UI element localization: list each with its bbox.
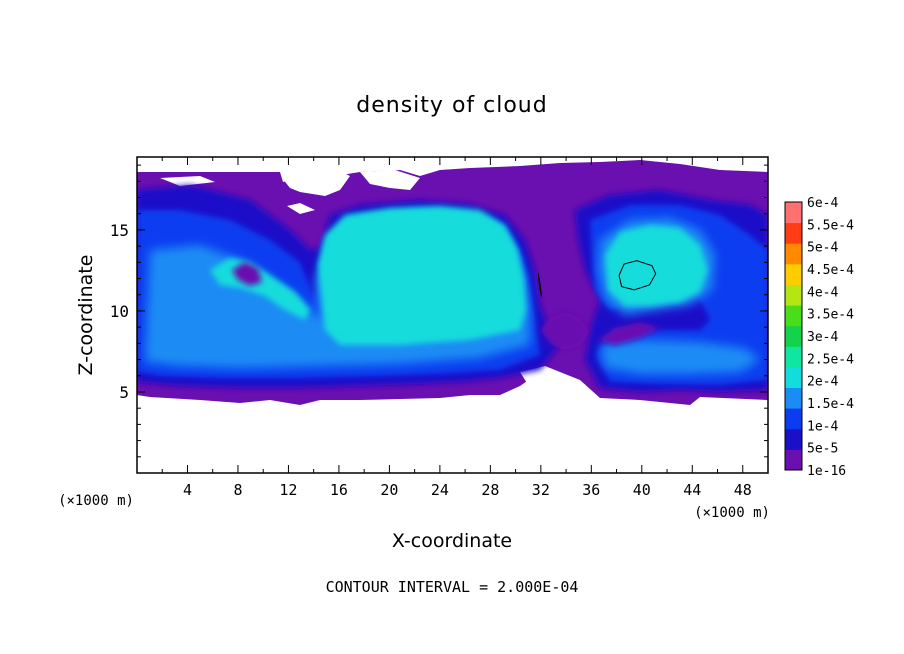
colorbar-label: 6e-4	[807, 196, 838, 211]
colorbar-swatch	[785, 387, 802, 409]
colorbar-label: 2e-4	[807, 375, 838, 390]
plot-frame	[136, 156, 769, 474]
colorbar-swatch	[785, 325, 802, 347]
colorbar-swatch	[785, 202, 802, 224]
x-tick-label: 36	[582, 481, 600, 499]
x-tick-label: 48	[734, 481, 752, 499]
clear-air-gap	[360, 170, 420, 190]
colorbar-label: 3.5e-4	[807, 308, 854, 323]
colorbar-swatch	[785, 284, 802, 306]
colorbar-swatch	[785, 263, 802, 285]
y-axis: 5 10 15	[110, 164, 768, 458]
colorbar-swatch	[785, 366, 802, 388]
colorbar-swatch	[785, 243, 802, 265]
y-tick-label: 5	[119, 383, 129, 402]
y-tick-label: 15	[110, 221, 129, 240]
light-blue-region	[600, 340, 760, 374]
x-tick-label: 40	[633, 481, 651, 499]
colorbar-swatch	[785, 449, 802, 471]
chart-title: density of cloud	[356, 93, 547, 118]
contour-line	[537, 273, 542, 297]
x-axis: 4 8 12 16 20 24 28 32 36 40 44 48	[161, 157, 752, 499]
colorbar-swatch	[785, 305, 802, 327]
colorbar-swatch	[785, 428, 802, 450]
colorbar-label: 4e-4	[807, 285, 838, 300]
contour-line	[618, 260, 657, 291]
contour-lines	[537, 260, 657, 297]
x-tick-label: 32	[532, 481, 550, 499]
x-axis-label: X-coordinate	[392, 530, 512, 552]
colorbar-label: 3e-4	[807, 330, 838, 345]
colorbar-label: 5e-5	[807, 442, 838, 457]
colorbar-label: 1e-16	[807, 464, 846, 479]
cyan-core	[318, 206, 526, 345]
colorbar-label: 5e-4	[807, 241, 838, 256]
colorbar-label: 4.5e-4	[807, 263, 854, 278]
x-tick-label: 12	[279, 481, 297, 499]
purple-swirl	[540, 312, 590, 350]
x-unit-label: (×1000 m)	[694, 505, 770, 521]
colorbar-label: 5.5e-4	[807, 218, 854, 233]
cyan-core	[605, 225, 708, 306]
purple-swirl	[598, 322, 660, 345]
density-field	[137, 160, 768, 405]
clear-air-gap	[282, 170, 350, 196]
x-tick-label: 44	[683, 481, 701, 499]
colorbar-frame	[784, 201, 803, 471]
y-axis-label: Z-coordinate	[75, 255, 97, 376]
contour-interval-note: CONTOUR INTERVAL = 2.000E-04	[326, 578, 579, 596]
colorbar-label: 1e-4	[807, 419, 838, 434]
colorbar-swatch	[785, 408, 802, 430]
x-tick-label: 20	[380, 481, 398, 499]
colorbar-swatch	[785, 222, 802, 244]
x-tick-label: 24	[431, 481, 449, 499]
x-tick-label: 4	[183, 481, 192, 499]
x-tick-label: 28	[481, 481, 499, 499]
clear-air-gap	[160, 176, 215, 186]
x-tick-label: 8	[233, 481, 242, 499]
colorbar-label: 2.5e-4	[807, 352, 854, 367]
colorbar-label: 1.5e-4	[807, 397, 854, 412]
purple-swirl	[232, 262, 262, 286]
y-unit-label: (×1000 m)	[58, 493, 134, 509]
y-tick-label: 10	[110, 302, 129, 321]
colorbar-swatch	[785, 346, 802, 368]
clear-air-gap	[287, 203, 315, 214]
x-tick-label: 16	[330, 481, 348, 499]
colorbar: 1e-16 5e-5 1e-4 1.5e-4 2e-4 2.5e-4 3e-4 3.5e-4 4…	[784, 196, 854, 479]
